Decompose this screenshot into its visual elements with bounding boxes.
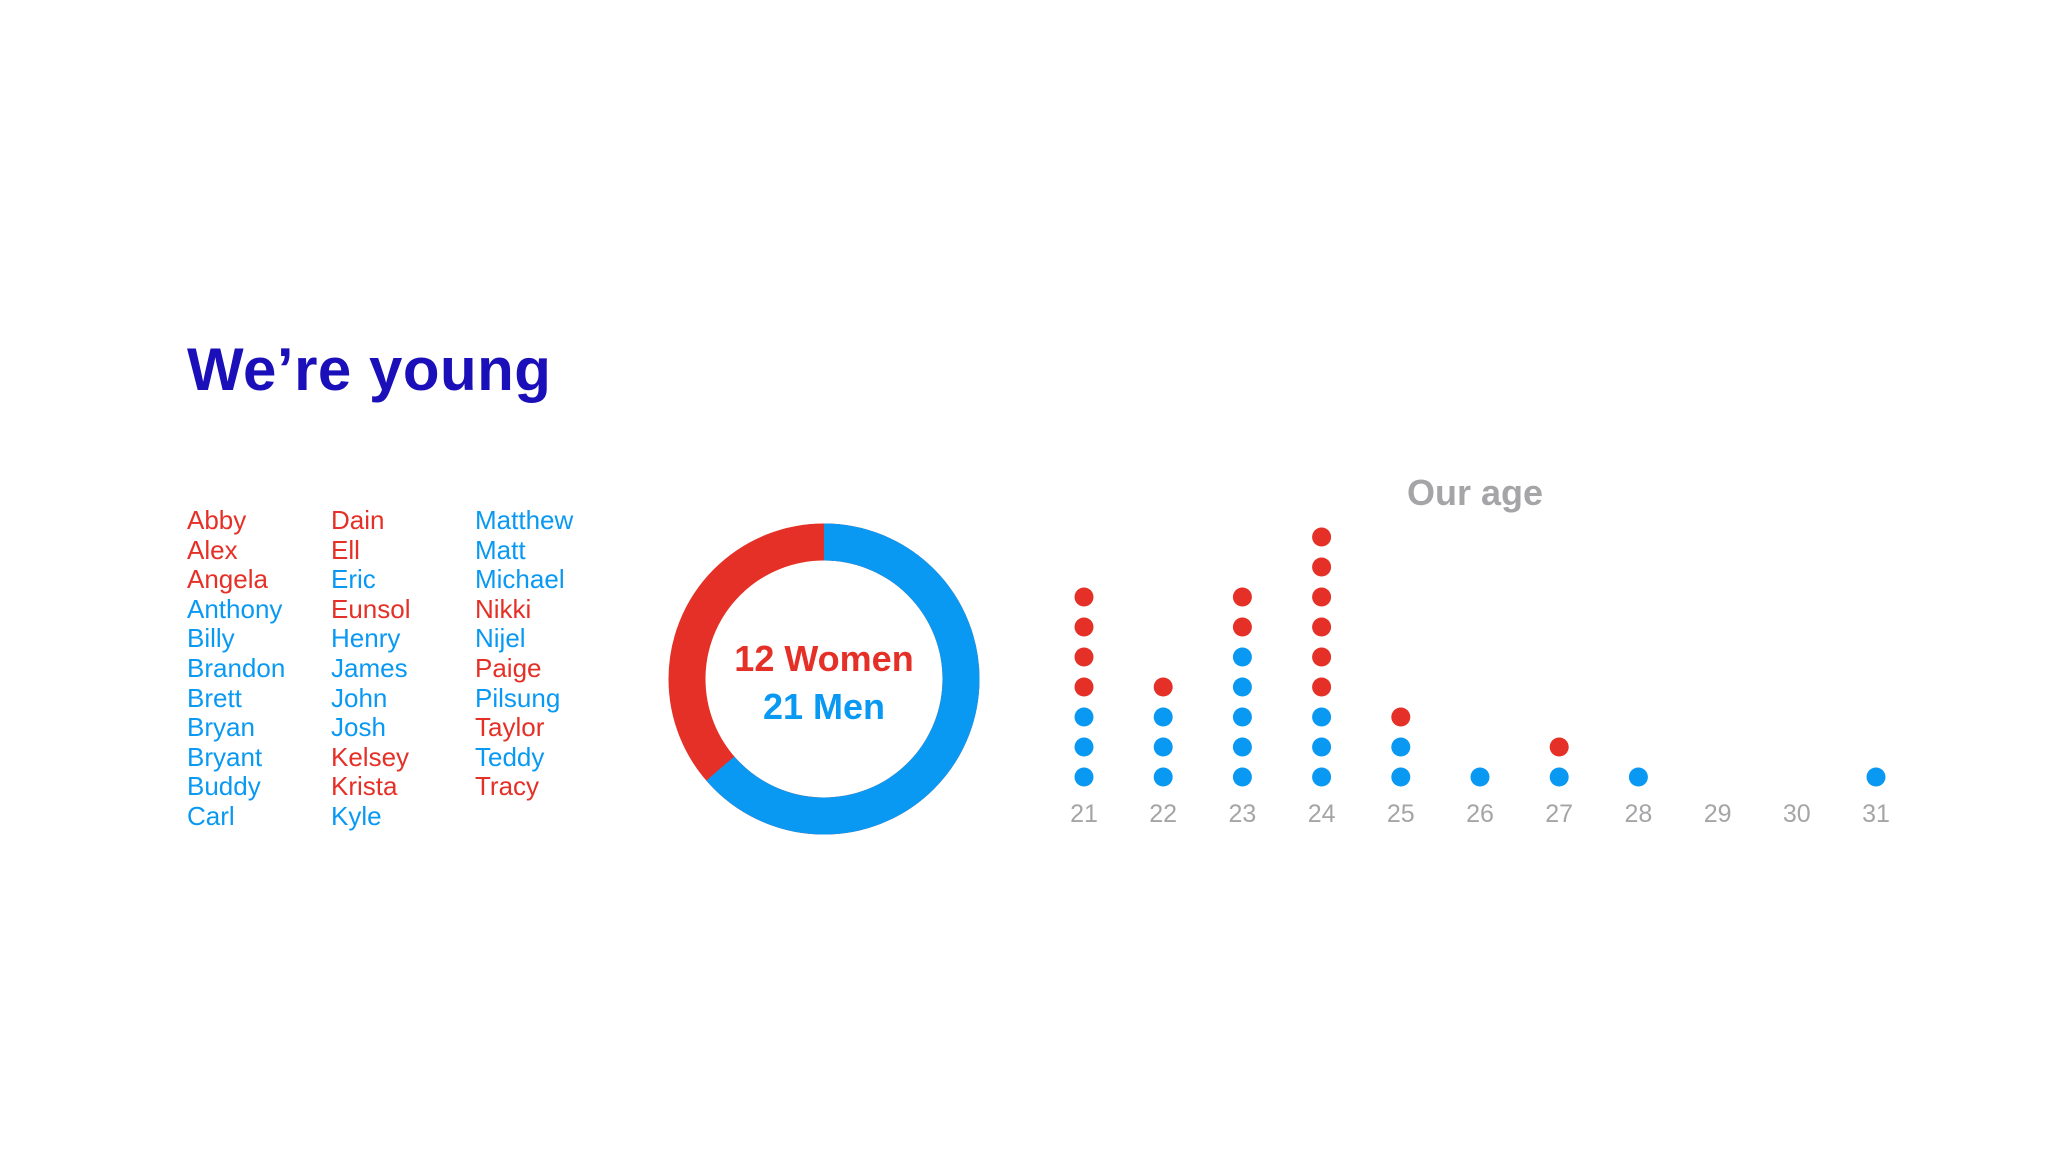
name-item: Ell (331, 534, 360, 565)
age-dot-female (1312, 677, 1332, 697)
name-item: Alex (187, 534, 238, 565)
name-item: Dain (331, 505, 385, 535)
age-tick-label: 26 (1466, 800, 1494, 828)
name-item: Abby (187, 505, 247, 535)
name-item: Buddy (187, 771, 261, 802)
name-item: James (331, 652, 408, 683)
age-tick-label: 21 (1070, 800, 1098, 828)
age-dot-male (1232, 737, 1252, 757)
age-dot-male (1391, 767, 1411, 787)
name-item: Kelsey (331, 741, 410, 772)
age-dot-male (1074, 707, 1094, 727)
name-item: Angela (187, 564, 268, 595)
name-item: John (331, 682, 388, 713)
age-tick-label: 31 (1862, 800, 1890, 828)
donut-slice-men (668, 523, 980, 835)
donut-label-men: 21 Men (763, 686, 885, 727)
age-dot-female (1074, 647, 1094, 667)
gender-donut-chart: 12 Women 21 Men (668, 523, 980, 835)
name-item: Michael (475, 564, 565, 595)
name-item: Bryan (187, 712, 255, 743)
donut-label-women: 12 Women (734, 638, 913, 679)
name-item: Nikki (475, 593, 532, 624)
name-item: Billy (187, 623, 235, 654)
name-item: Kyle (331, 800, 382, 831)
age-dot-female (1074, 617, 1094, 637)
age-dot-female (1312, 587, 1332, 607)
name-item: Krista (331, 771, 398, 802)
age-dot-plot: Our age 21 22 23 24 25 26 27 28 29 30 31 (1070, 472, 1890, 828)
name-item: Tracy (475, 771, 540, 802)
age-tick-label: 24 (1308, 800, 1336, 828)
age-dot-female (1549, 737, 1569, 757)
age-dot-male (1232, 647, 1252, 667)
age-dot-female (1312, 557, 1332, 577)
age-dot-male (1312, 737, 1332, 757)
age-dot-female (1312, 527, 1332, 547)
age-dot-male (1391, 737, 1411, 757)
age-dot-female (1312, 647, 1332, 667)
name-item: Carl (187, 800, 235, 831)
age-dot-male (1312, 707, 1332, 727)
name-item: Matt (475, 534, 526, 565)
age-dot-male (1232, 767, 1252, 787)
age-dot-male (1074, 767, 1094, 787)
age-dot-male (1232, 677, 1252, 697)
page-title: We’re young (187, 336, 552, 403)
age-tick-label: 22 (1149, 800, 1177, 828)
age-dot-female (1074, 587, 1094, 607)
age-tick-label: 25 (1387, 800, 1415, 828)
name-item: Eric (331, 564, 376, 595)
age-dot-female (1312, 617, 1332, 637)
age-chart-title: Our age (1407, 472, 1543, 513)
age-tick-label: 23 (1228, 800, 1256, 828)
name-item: Bryant (187, 741, 263, 772)
name-item: Brandon (187, 652, 286, 683)
age-dot-female (1232, 587, 1252, 607)
age-dot-male (1074, 737, 1094, 757)
age-dot-male (1153, 737, 1173, 757)
name-item: Brett (187, 682, 242, 713)
age-dot-female (1153, 677, 1173, 697)
age-dot-male (1470, 767, 1490, 787)
names-column-3: Matthew Matt Michael Nikki Nijel Paige Pilsung… (475, 505, 574, 802)
age-dot-male (1628, 767, 1648, 787)
names-column-1: Abby Alex Angela Anthony Billy Brandon Brett Br… (187, 505, 286, 832)
age-dot-male (1549, 767, 1569, 787)
age-dot-female (1074, 677, 1094, 697)
age-tick-label: 27 (1545, 800, 1573, 828)
age-dot-male (1153, 707, 1173, 727)
name-item: Matthew (475, 505, 574, 535)
age-dot-male (1312, 767, 1332, 787)
age-tick-label: 28 (1624, 800, 1652, 828)
names-column-2: Dain Ell Eric Eunsol Henry James John Josh Kelse… (331, 505, 411, 832)
name-item: Taylor (475, 712, 545, 743)
age-dot-male (1866, 767, 1886, 787)
name-item: Henry (331, 623, 401, 654)
name-item: Josh (331, 712, 386, 743)
name-item: Pilsung (475, 682, 561, 713)
age-dot-male (1232, 707, 1252, 727)
name-item: Nijel (475, 623, 526, 654)
age-dot-female (1391, 707, 1411, 727)
name-item: Teddy (475, 741, 545, 772)
age-dot-female (1232, 617, 1252, 637)
age-tick-label: 30 (1783, 800, 1811, 828)
name-item: Eunsol (331, 593, 411, 624)
age-dot-male (1153, 767, 1173, 787)
age-tick-label: 29 (1704, 800, 1732, 828)
name-item: Paige (475, 652, 542, 683)
name-item: Anthony (187, 593, 283, 624)
